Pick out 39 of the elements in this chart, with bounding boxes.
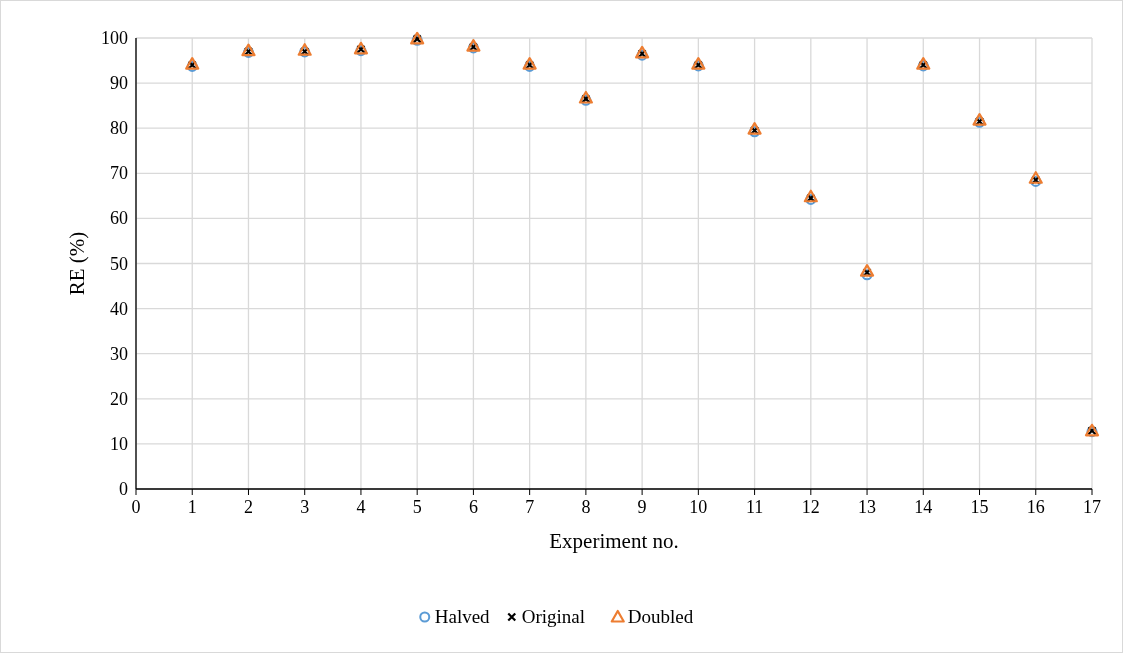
legend-label: Halved [434,606,491,627]
y-tick-label: 20 [110,388,128,409]
point [1028,171,1043,184]
x-tick-label: 16 [1026,497,1045,517]
y-tick-label: 50 [110,253,128,274]
x-tick-label: 14 [914,497,933,517]
y-tick-label: 0 [119,479,128,499]
x-tick-label: 12 [801,497,820,517]
x-tick-label: 5 [412,497,422,517]
x-tick-label: 10 [689,497,708,517]
x-tick-label: 15 [970,497,989,517]
x-tick-label: 6 [468,497,478,517]
legend-label: Doubled [627,606,694,627]
y-tick-label: 40 [110,298,128,319]
point [635,45,650,59]
x-tick-label: 4 [356,497,366,517]
y-axis-title: RE (%) [65,231,89,296]
point [803,189,818,203]
legend-label: Original [521,606,586,627]
x-axis-title: Experiment no. [549,529,679,553]
point [972,112,987,126]
y-tick-label: 10 [110,433,128,454]
x-tick-label: 17 [1083,497,1101,517]
x-tick-label: 8 [581,497,591,517]
x-tick-label: 11 [745,497,764,517]
y-tick-label: 100 [101,28,128,48]
point [578,90,593,104]
y-tick-label: 80 [110,118,128,139]
x-tick-label: 7 [525,497,535,517]
x-tick-label: 9 [637,497,647,517]
y-tick-label: 70 [110,163,128,184]
x-tick-label: 2 [243,497,253,517]
y-tick-label: 90 [110,73,128,94]
x-tick-label: 1 [187,497,197,517]
x-tick-label: 13 [858,497,877,517]
x-tick-label: 3 [300,497,310,517]
x-tick-label: 0 [131,497,141,517]
y-tick-label: 30 [110,343,128,364]
y-tick-label: 60 [110,208,128,229]
